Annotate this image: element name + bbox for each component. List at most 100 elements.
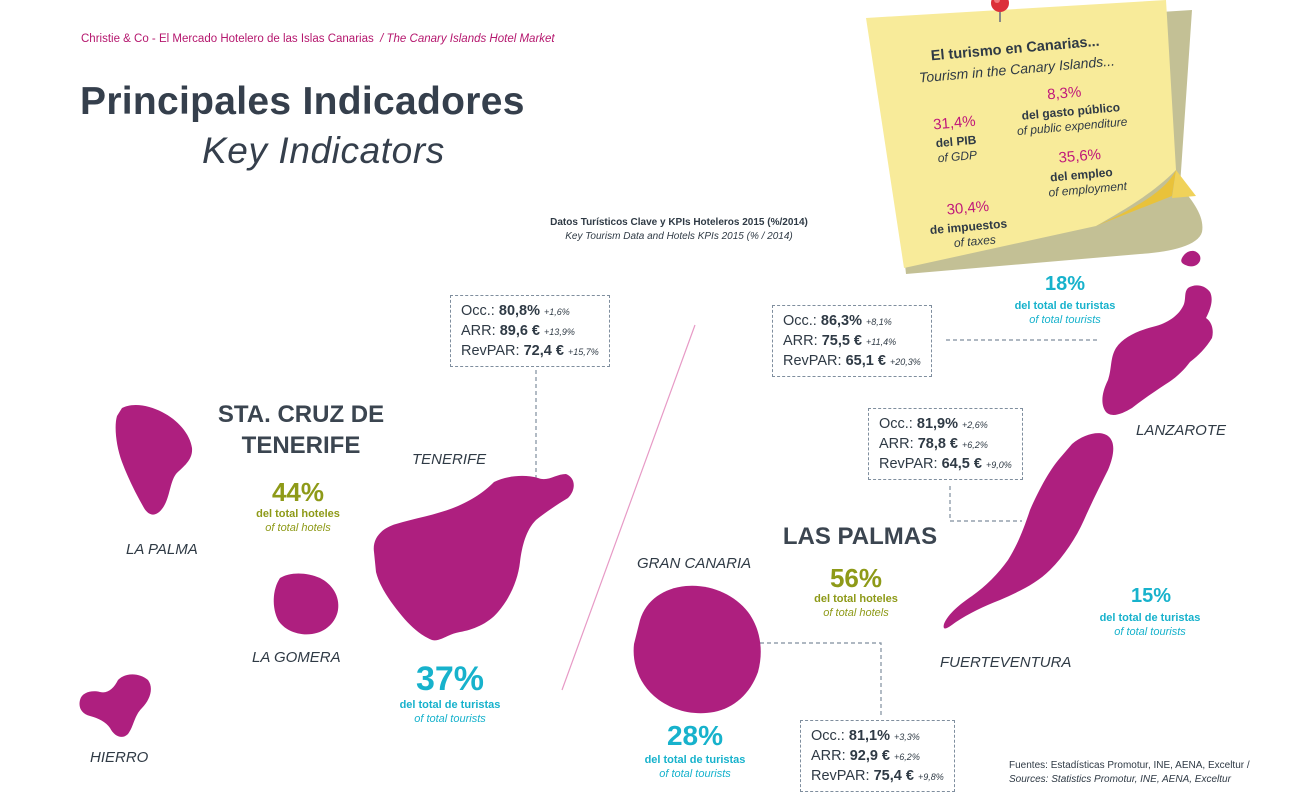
fuerteventura-tourists-pct: 15% xyxy=(1130,585,1172,607)
kpi-arr-label: ARR: xyxy=(461,323,496,339)
sources-en: Sources: Statistics Promotur, INE, AENA,… xyxy=(1009,774,1231,785)
lanzarote-tourists-label-en: of total tourists xyxy=(1029,314,1101,326)
kpi-arr-value: 89,6 € xyxy=(499,323,541,339)
publication-header: Christie & Co - El Mercado Hotelero de l… xyxy=(81,33,555,45)
kpi-revpar-label: RevPAR: xyxy=(461,343,520,359)
lanzarote-island xyxy=(1181,250,1201,267)
kpi-box-fuerteventura: Occ.: 81,9% +2,6% ARR: 78,8 € +6,2% RevP… xyxy=(868,408,1023,480)
tenerife-tourists-label-en: of total tourists xyxy=(414,713,486,725)
kpi-revpar-change: +9,0% xyxy=(985,460,1012,470)
kpi-revpar-change: +9,8% xyxy=(917,772,944,782)
lanzarote-islet xyxy=(1102,285,1213,415)
kpi-arr-change: +6,2% xyxy=(894,752,920,762)
tenerife-hotels-label-en: of total hotels xyxy=(265,522,331,534)
las-palmas-hotels-label: del total hoteles xyxy=(814,593,898,605)
fuerteventura-tourists-label: del total de turistas xyxy=(1099,612,1201,624)
sticky-note: El turismo en Canarias... Tourism in the… xyxy=(868,12,1194,264)
fuerteventura-island xyxy=(943,433,1114,629)
kpi-revpar-value: 64,5 € xyxy=(941,456,982,472)
island-label-fuerteventura: FUERTEVENTURA xyxy=(940,654,1072,671)
tenerife-province-title-line2: TENERIFE xyxy=(241,432,361,459)
kpi-occ-change: +1,6% xyxy=(544,307,570,317)
kpi-occ-label: Occ.: xyxy=(811,728,845,744)
connector-gran-canaria xyxy=(760,642,882,718)
kpi-arr-change: +13,9% xyxy=(544,327,575,337)
kpi-revpar-value: 75,4 € xyxy=(873,768,914,784)
tenerife-island xyxy=(373,474,574,641)
kpi-arr-row: ARR: 78,8 € +6,2% xyxy=(879,434,1012,454)
kpi-arr-label: ARR: xyxy=(783,333,818,349)
header-source-es: Christie & Co - El Mercado Hotelero de l… xyxy=(81,33,374,45)
kpi-arr-value: 92,9 € xyxy=(849,748,891,764)
tenerife-province-title-line1: STA. CRUZ DE xyxy=(217,401,385,428)
employment-value: 35,6% xyxy=(1057,145,1102,167)
connector-fuerteventura xyxy=(949,486,1022,522)
kpi-revpar-change: +15,7% xyxy=(567,347,599,357)
gran-canaria-tourists-pct: 28% xyxy=(666,720,724,751)
page-title: Principales Indicadores xyxy=(80,80,525,123)
kpi-revpar-label: RevPAR: xyxy=(783,353,842,369)
kpi-occ-value: 81,9% xyxy=(916,416,958,432)
gdp-value: 31,4% xyxy=(932,112,977,134)
kpi-occ-change: +2,6% xyxy=(962,420,988,430)
kpi-arr-label: ARR: xyxy=(879,436,914,452)
kpi-occ-value: 86,3% xyxy=(820,313,862,329)
sticky-note-paper xyxy=(866,0,1176,268)
kpi-occ-row: Occ.: 81,9% +2,6% xyxy=(879,414,1012,434)
kpi-revpar-label: RevPAR: xyxy=(879,456,938,472)
expenditure-value: 8,3% xyxy=(1046,83,1083,104)
fuerteventura-tourists-label-en: of total tourists xyxy=(1114,626,1186,638)
kpi-revpar-change: +20,3% xyxy=(889,357,921,367)
kpi-revpar-value: 72,4 € xyxy=(523,343,564,359)
island-label-hierro: HIERRO xyxy=(90,749,149,766)
kpi-revpar-row: RevPAR: 65,1 € +20,3% xyxy=(783,351,921,371)
taxes-value: 30,4% xyxy=(945,197,990,219)
kpi-box-lanzarote: Occ.: 86,3% +8,1% ARR: 75,5 € +11,4% Rev… xyxy=(772,305,932,377)
kpi-revpar-row: RevPAR: 75,4 € +9,8% xyxy=(811,766,944,786)
island-label-gran-canaria: GRAN CANARIA xyxy=(637,555,752,572)
kpi-occ-change: +3,3% xyxy=(894,732,920,742)
kpi-arr-value: 78,8 € xyxy=(917,436,959,452)
la-gomera-island xyxy=(273,573,339,635)
kpi-occ-row: Occ.: 80,8% +1,6% xyxy=(461,301,599,321)
kpi-revpar-row: RevPAR: 72,4 € +15,7% xyxy=(461,341,599,361)
kpi-occ-label: Occ.: xyxy=(783,313,817,329)
kpi-arr-row: ARR: 92,9 € +6,2% xyxy=(811,746,944,766)
la-palma-island xyxy=(115,405,193,515)
sources-es: Fuentes: Estadísticas Promotur, INE, AEN… xyxy=(1009,760,1250,771)
hierro-island xyxy=(79,674,151,737)
map-subtitle-en: Key Tourism Data and Hotels KPIs 2015 (%… xyxy=(565,231,793,242)
tenerife-hotels-pct: 44% xyxy=(271,477,325,507)
island-label-la-palma: LA PALMA xyxy=(126,541,198,558)
kpi-occ-label: Occ.: xyxy=(461,303,495,319)
gran-canaria-tourists-label-en: of total tourists xyxy=(659,768,731,780)
island-label-la-gomera: LA GOMERA xyxy=(252,649,341,666)
gran-canaria-island xyxy=(633,585,761,714)
kpi-revpar-label: RevPAR: xyxy=(811,768,870,784)
kpi-arr-value: 75,5 € xyxy=(821,333,863,349)
kpi-arr-change: +11,4% xyxy=(866,337,897,347)
gran-canaria-tourists-label: del total de turistas xyxy=(644,754,746,766)
sticky-note-curl xyxy=(1096,170,1176,226)
kpi-occ-label: Occ.: xyxy=(879,416,913,432)
las-palmas-province-title: LAS PALMAS xyxy=(782,523,938,550)
kpi-box-tenerife: Occ.: 80,8% +1,6% ARR: 89,6 € +13,9% Rev… xyxy=(450,295,610,367)
map-subtitle: Datos Turísticos Clave y KPIs Hoteleros … xyxy=(550,217,808,228)
kpi-occ-row: Occ.: 81,1% +3,3% xyxy=(811,726,944,746)
kpi-arr-row: ARR: 89,6 € +13,9% xyxy=(461,321,599,341)
tenerife-province-title: STA. CRUZ DE TENERIFE xyxy=(196,399,406,461)
las-palmas-hotels-label-en: of total hotels xyxy=(823,607,889,619)
tenerife-tourists-label: del total de turistas xyxy=(399,699,501,711)
kpi-occ-change: +8,1% xyxy=(866,317,892,327)
kpi-arr-change: +6,2% xyxy=(962,440,988,450)
province-divider xyxy=(561,324,696,691)
kpi-arr-label: ARR: xyxy=(811,748,846,764)
sticky-note-graphic xyxy=(866,0,1203,274)
tenerife-hotels-label: del total hoteles xyxy=(256,508,340,520)
kpi-occ-value: 80,8% xyxy=(498,303,540,319)
island-label-tenerife: TENERIFE xyxy=(412,451,487,468)
las-palmas-hotels-pct: 56% xyxy=(829,563,883,593)
kpi-arr-row: ARR: 75,5 € +11,4% xyxy=(783,331,921,351)
kpi-occ-value: 81,1% xyxy=(848,728,890,744)
